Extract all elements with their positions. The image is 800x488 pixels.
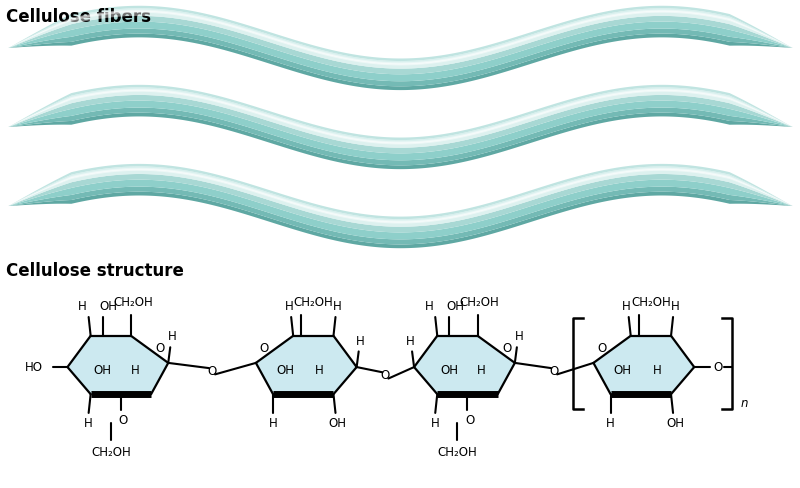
Text: CH₂OH: CH₂OH [438,446,478,459]
Text: OH: OH [440,364,458,377]
Text: H: H [168,330,177,344]
Text: H: H [431,417,440,430]
Text: H: H [356,334,365,347]
Text: OH: OH [100,300,118,313]
Text: H: H [285,300,294,313]
Text: H: H [425,300,434,313]
Text: H: H [333,300,342,313]
Text: O: O [714,361,723,374]
Text: O: O [502,342,511,355]
Text: CH₂OH: CH₂OH [460,296,499,309]
Text: O: O [550,365,558,378]
Text: O: O [155,342,165,355]
Text: CH₂OH: CH₂OH [113,296,153,309]
Text: H: H [606,417,615,430]
Text: H: H [670,300,679,313]
Polygon shape [67,336,168,394]
Text: n: n [741,397,748,410]
Polygon shape [256,336,357,394]
Text: H: H [478,364,486,377]
Text: CH₂OH: CH₂OH [294,296,334,309]
Text: H: H [653,364,662,377]
Text: Cellulose fibers: Cellulose fibers [6,8,151,26]
Text: O: O [259,342,269,355]
Polygon shape [414,336,515,394]
Text: H: H [406,334,414,347]
Polygon shape [594,336,694,394]
Text: H: H [315,364,324,377]
Text: H: H [78,300,87,313]
Text: CH₂OH: CH₂OH [631,296,670,309]
Text: H: H [130,364,139,377]
Text: H: H [269,417,278,430]
Text: O: O [207,365,217,378]
Text: OH: OH [446,300,465,313]
Text: H: H [514,330,523,344]
Text: O: O [118,414,127,427]
Text: Cellulose structure: Cellulose structure [6,262,184,280]
Text: HO: HO [26,361,43,374]
Text: OH: OH [94,364,112,377]
Text: OH: OH [666,417,684,430]
Text: CH₂OH: CH₂OH [91,446,130,459]
Text: O: O [381,369,390,382]
Text: O: O [465,414,474,427]
Text: H: H [84,417,93,430]
Text: OH: OH [329,417,346,430]
Text: OH: OH [614,364,632,377]
Text: O: O [597,342,606,355]
Text: H: H [622,300,631,313]
Text: OH: OH [276,364,294,377]
